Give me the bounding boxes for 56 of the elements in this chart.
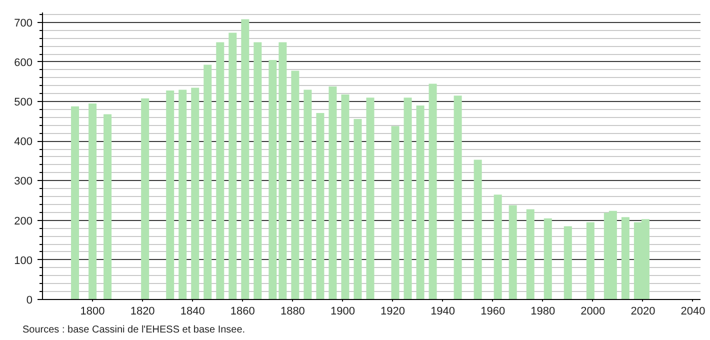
- y-tick-label: 600: [14, 56, 33, 69]
- x-tick-label: 1900: [330, 306, 355, 318]
- y-tick-label: 700: [14, 17, 33, 30]
- x-tick-label: 1960: [480, 306, 506, 318]
- bar: [474, 160, 482, 300]
- bar: [191, 88, 200, 300]
- x-tick-label: 1940: [430, 306, 456, 318]
- bar: [621, 217, 630, 300]
- x-tick-label: 1920: [380, 306, 406, 318]
- bar: [141, 98, 150, 300]
- x-tick-label: 2000: [580, 306, 606, 318]
- bar: [494, 194, 502, 300]
- bar: [586, 222, 594, 300]
- y-tick-label: 200: [14, 215, 33, 228]
- bar: [204, 64, 212, 300]
- x-tick-label: 1820: [130, 306, 155, 318]
- x-tick-label: 1860: [230, 306, 255, 318]
- bar: [166, 90, 174, 300]
- bar: [216, 42, 224, 300]
- bar: [404, 98, 412, 300]
- bar: [228, 32, 237, 300]
- bar: [341, 94, 350, 300]
- bar: [316, 113, 324, 300]
- x-tick-label: 1840: [180, 306, 205, 318]
- bar: [544, 218, 552, 300]
- bar: [291, 70, 300, 300]
- bar: [526, 209, 534, 300]
- bar: [104, 114, 112, 300]
- bar: [241, 19, 250, 300]
- y-tick-label: 300: [14, 176, 33, 188]
- y-tick-label: 400: [14, 136, 33, 148]
- y-tick-label: 100: [14, 254, 33, 267]
- x-tick-label: 1880: [280, 306, 305, 318]
- bar: [564, 226, 572, 300]
- bar: [508, 205, 517, 300]
- x-tick-label: 2040: [680, 306, 706, 318]
- bar: [268, 60, 277, 300]
- bar: [328, 86, 337, 300]
- x-tick-label: 1800: [80, 306, 105, 318]
- bar: [354, 118, 362, 300]
- bar: [254, 42, 262, 300]
- y-tick-label: 0: [26, 294, 33, 306]
- bar: [178, 90, 187, 300]
- bar: [391, 126, 400, 300]
- source-note: Sources : base Cassini de l'EHESS et base Insee.: [22, 324, 246, 336]
- x-tick-label: 1980: [530, 306, 556, 318]
- x-tick-label: 2020: [630, 306, 656, 318]
- bar: [71, 106, 80, 300]
- bar: [416, 106, 424, 300]
- bar: [278, 42, 287, 300]
- bar: [304, 90, 312, 300]
- bar: [366, 98, 374, 300]
- bar: [428, 84, 437, 300]
- bar: [454, 96, 462, 300]
- y-tick-label: 500: [14, 96, 33, 109]
- bar: [88, 104, 97, 300]
